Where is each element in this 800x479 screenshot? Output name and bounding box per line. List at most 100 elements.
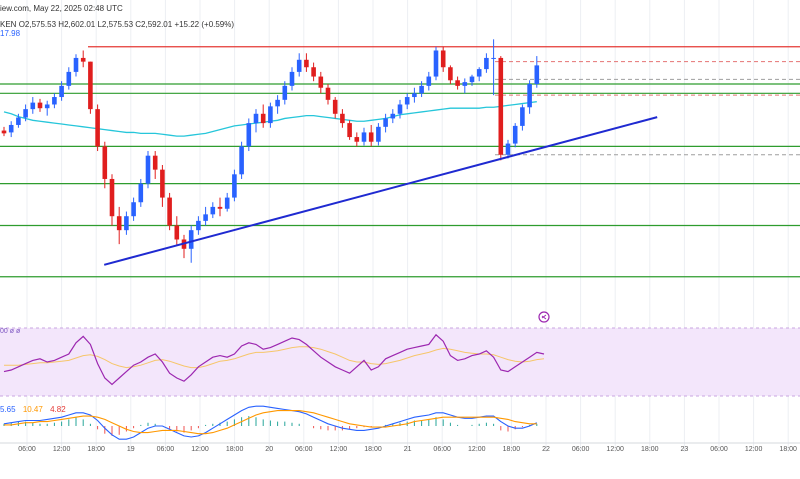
change-value: +15.22 (+0.59%) bbox=[174, 20, 235, 29]
ma-value: 17.98 bbox=[0, 29, 21, 38]
candle-body bbox=[304, 59, 309, 68]
candle-body bbox=[476, 69, 482, 77]
x-tick-label: 12:00 bbox=[745, 446, 763, 453]
candle-body bbox=[23, 109, 28, 118]
macd-panel bbox=[3, 405, 538, 440]
candle-body bbox=[505, 143, 511, 155]
candle-body bbox=[253, 113, 259, 124]
x-tick-label: 06:00 bbox=[295, 446, 313, 453]
candle-body bbox=[95, 109, 100, 147]
candle-body bbox=[383, 118, 388, 127]
candle-body bbox=[160, 169, 165, 198]
candle-body bbox=[232, 174, 237, 198]
candle-body bbox=[1, 130, 7, 134]
candle-body bbox=[16, 117, 21, 125]
candle-body bbox=[145, 155, 151, 184]
candle-body bbox=[332, 99, 338, 114]
candle-body bbox=[174, 225, 180, 240]
candle-body bbox=[59, 85, 64, 98]
candle-body bbox=[311, 67, 316, 77]
candle-body bbox=[347, 123, 352, 138]
candle-body bbox=[210, 206, 216, 215]
candle-body bbox=[152, 155, 158, 170]
x-tick-label: 18:00 bbox=[503, 446, 521, 453]
macd-signal-line bbox=[4, 410, 537, 435]
x-tick-label: 23 bbox=[681, 446, 689, 453]
x-tick-label: 20 bbox=[265, 446, 273, 453]
site-fragment: iew.com, May 22, 2025 02:48 UTC bbox=[0, 4, 123, 13]
candle-body bbox=[462, 82, 468, 86]
candle-body bbox=[527, 84, 532, 108]
x-tick-label: 12:00 bbox=[53, 446, 71, 453]
candle-body bbox=[30, 102, 36, 110]
candle-body bbox=[361, 132, 367, 142]
candle-body bbox=[102, 146, 108, 179]
candle-body bbox=[217, 206, 223, 209]
candle-body bbox=[498, 57, 504, 155]
price-levels bbox=[0, 46, 800, 278]
candle-body bbox=[469, 76, 475, 83]
high-value: H2,602.01 bbox=[58, 20, 96, 29]
symbol-fragment: KEN bbox=[0, 20, 17, 29]
candle-body bbox=[80, 57, 86, 62]
candle-body bbox=[520, 107, 525, 126]
candle-body bbox=[340, 113, 345, 124]
candle-body bbox=[448, 67, 453, 81]
x-tick-label: 06:00 bbox=[433, 446, 451, 453]
rsi-label: 00 ø ø bbox=[0, 328, 21, 335]
x-tick-label: 12:00 bbox=[330, 446, 348, 453]
x-tick-label: 22 bbox=[542, 446, 550, 453]
candle-body bbox=[419, 85, 424, 94]
macd-v3: 4.82 bbox=[50, 405, 66, 414]
candle-body bbox=[275, 99, 280, 107]
x-tick-label: 06:00 bbox=[710, 446, 728, 453]
open-value: O2,575.53 bbox=[18, 20, 57, 29]
macd-v1: 5.65 bbox=[0, 405, 16, 414]
x-tick-label: 12:00 bbox=[191, 446, 209, 453]
x-tick-label: 19 bbox=[127, 446, 135, 453]
trendline-group bbox=[103, 116, 658, 266]
alert-icon[interactable] bbox=[538, 311, 550, 323]
candle-body bbox=[138, 183, 144, 203]
x-tick-label: 06:00 bbox=[157, 446, 175, 453]
x-tick-label: 18:00 bbox=[641, 446, 659, 453]
x-tick-label: 06:00 bbox=[18, 446, 36, 453]
ohlc-header: KEN O2,575.53 H2,602.01 L2,575.53 C2,592… bbox=[0, 20, 234, 29]
candle-body bbox=[289, 71, 295, 86]
close-value: C2,592.01 bbox=[135, 20, 173, 29]
candle-body bbox=[484, 57, 489, 70]
candle-body bbox=[354, 137, 360, 142]
candle-body bbox=[66, 71, 72, 86]
candle-body bbox=[325, 87, 331, 100]
candle-body bbox=[455, 80, 460, 86]
candle-body bbox=[37, 102, 43, 109]
candle-body bbox=[390, 113, 396, 119]
candle-body bbox=[246, 123, 252, 147]
price-header: iew.com, May 22, 2025 02:48 UTC bbox=[0, 4, 123, 13]
x-tick-label: 18:00 bbox=[226, 446, 244, 453]
x-tick-label: 18:00 bbox=[87, 446, 105, 453]
candle-body bbox=[534, 65, 540, 84]
candle-body bbox=[368, 132, 374, 142]
candle-body bbox=[426, 76, 432, 86]
candle-body bbox=[318, 76, 324, 88]
candle-body bbox=[88, 61, 93, 110]
candle-body bbox=[512, 125, 518, 144]
candle-body bbox=[44, 104, 50, 109]
candle-body bbox=[116, 216, 122, 231]
x-tick-label: 18:00 bbox=[779, 446, 797, 453]
x-tick-label: 18:00 bbox=[364, 446, 382, 453]
x-tick-label: 12:00 bbox=[468, 446, 486, 453]
candle-body bbox=[224, 197, 230, 209]
candle-body bbox=[260, 113, 266, 124]
candles bbox=[1, 39, 540, 263]
candle-body bbox=[412, 93, 417, 98]
macd-v2: 10.47 bbox=[22, 405, 43, 414]
rsi-band bbox=[0, 328, 800, 396]
candle-body bbox=[52, 97, 57, 105]
candle-body bbox=[491, 57, 496, 59]
candle-body bbox=[268, 106, 273, 124]
candle-body bbox=[8, 124, 14, 133]
x-tick-label: 21 bbox=[404, 446, 412, 453]
